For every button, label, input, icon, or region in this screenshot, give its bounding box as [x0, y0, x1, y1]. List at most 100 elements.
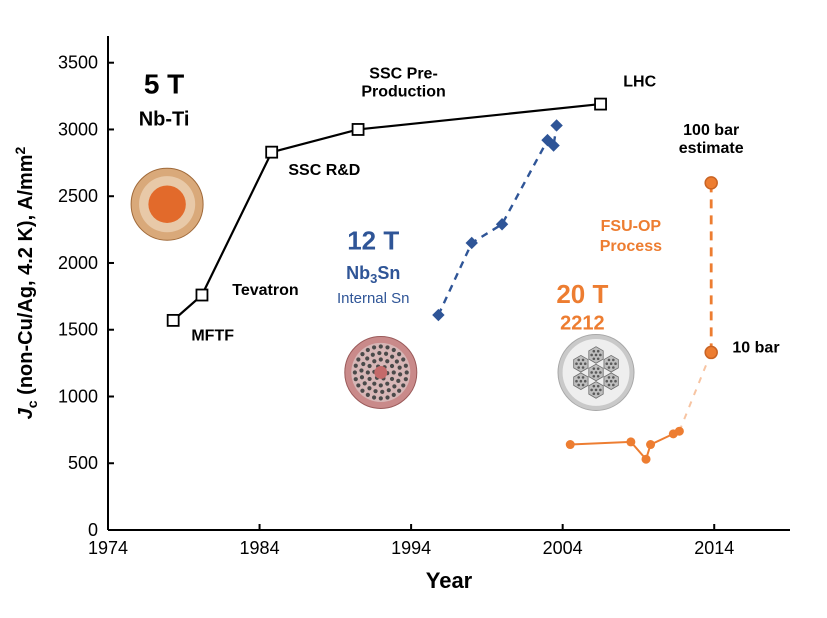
nb3sn-filament — [353, 370, 357, 374]
nb3sn-filament — [365, 356, 369, 360]
y-tick-label: 3500 — [58, 53, 98, 73]
b2212-filament — [612, 384, 615, 387]
b2212-filament — [610, 380, 613, 383]
b2212-filament — [605, 380, 608, 383]
nbti-xsection-core — [148, 186, 185, 223]
nbti-label-sub: Nb-Ti — [139, 108, 190, 130]
b2212-filament — [599, 371, 602, 374]
b2212-filament — [590, 389, 593, 392]
b2212-filament — [610, 362, 613, 365]
b2212-fsu-label: Process — [600, 238, 662, 255]
y-tick-label: 1500 — [58, 320, 98, 340]
b2212-low-point — [566, 440, 575, 449]
x-tick-label: 1994 — [391, 538, 431, 558]
b2212-filament — [597, 392, 600, 395]
nbti-point — [353, 124, 364, 135]
y-tick-label: 500 — [68, 453, 98, 473]
nbti-point — [168, 315, 179, 326]
b2212-low-point — [646, 440, 655, 449]
b2212-fsu-label: FSU-OP — [601, 218, 662, 235]
nb3sn-filament — [387, 388, 391, 392]
nb3sn-label-main: 12 T — [347, 226, 399, 256]
b2212-point-label: 10 bar — [732, 339, 779, 356]
nb3sn-filament — [360, 352, 364, 356]
nb3sn-filament — [379, 383, 383, 387]
b2212-filament — [590, 354, 593, 357]
y-tick-label: 0 — [88, 520, 98, 540]
b2212-filament — [580, 380, 583, 383]
nb3sn-filament — [392, 393, 396, 397]
b2212-label-sub: 2212 — [560, 313, 605, 335]
nbti-point-label: MFTF — [191, 327, 234, 344]
nb3sn-filament — [367, 364, 371, 368]
b2212-filament — [608, 384, 611, 387]
b2212-filament — [584, 362, 587, 365]
b2212-point-label: estimate — [679, 140, 744, 157]
nb3sn-filament — [361, 362, 365, 366]
nb3sn-filament — [367, 377, 371, 381]
b2212-filament — [593, 350, 596, 353]
nb3sn-filament — [390, 377, 394, 381]
nbti-point-label: Production — [361, 84, 445, 101]
nb3sn-filament — [392, 384, 396, 388]
b2212-filament — [582, 376, 585, 379]
nb3sn-filament — [385, 382, 389, 386]
b2212-filament — [582, 384, 585, 387]
y-tick-label: 3000 — [58, 119, 98, 139]
nbti-point — [266, 147, 277, 158]
b2212-point-label: 100 bar — [683, 122, 739, 139]
nb3sn-filament — [385, 395, 389, 399]
b2212-low-point — [642, 455, 651, 464]
nb3sn-filament — [396, 379, 400, 383]
nb3sn-filament — [372, 382, 376, 386]
nb3sn-filament — [385, 345, 389, 349]
b2212-filament — [575, 362, 578, 365]
nb3sn-filament — [379, 396, 383, 400]
nb3sn-filament — [371, 353, 375, 357]
nb3sn-filament — [404, 377, 408, 381]
nb3sn-filament — [367, 386, 371, 390]
nbti-point-label: SSC R&D — [288, 162, 360, 179]
x-tick-label: 1974 — [88, 538, 128, 558]
nbti-point-label: LHC — [623, 74, 656, 91]
nb3sn-label-small: Internal Sn — [337, 290, 410, 307]
nb3sn-filament — [395, 359, 399, 363]
b2212-low-point — [626, 437, 635, 446]
nb3sn-filament — [385, 359, 389, 363]
nbti-point — [196, 290, 207, 301]
b2212-filament — [612, 359, 615, 362]
nb3sn-filament — [359, 368, 363, 372]
nb3sn-filament — [390, 355, 394, 359]
b2212-filament — [595, 389, 598, 392]
b2212-filament — [597, 357, 600, 360]
nb3sn-filament — [401, 383, 405, 387]
nb3sn-filament — [363, 381, 367, 385]
b2212-filament — [612, 366, 615, 369]
b2212-filament — [599, 354, 602, 357]
b2212-high-point — [705, 177, 717, 189]
b2212-filament — [590, 371, 593, 374]
b2212-filament — [577, 376, 580, 379]
nb3sn-filament — [379, 344, 383, 348]
b2212-filament — [614, 362, 617, 365]
b2212-filament — [608, 366, 611, 369]
b2212-filament — [580, 362, 583, 365]
b2212-filament — [593, 367, 596, 370]
nb3sn-filament — [366, 348, 370, 352]
b2212-filament — [593, 392, 596, 395]
nb3sn-filament — [392, 348, 396, 352]
b2212-filament — [608, 359, 611, 362]
nb3sn-filament — [384, 352, 388, 356]
nb3sn-filament — [356, 357, 360, 361]
b2212-filament — [597, 350, 600, 353]
nb3sn-filament — [366, 393, 370, 397]
nbti-point — [595, 99, 606, 110]
b2212-filament — [577, 384, 580, 387]
nb3sn-filament — [398, 372, 402, 376]
b2212-filament — [608, 376, 611, 379]
nbti-label-main: 5 T — [144, 68, 184, 99]
nb3sn-filament — [366, 370, 370, 374]
nb3sn-filament — [372, 395, 376, 399]
nb3sn-filament — [379, 357, 383, 361]
b2212-filament — [595, 354, 598, 357]
